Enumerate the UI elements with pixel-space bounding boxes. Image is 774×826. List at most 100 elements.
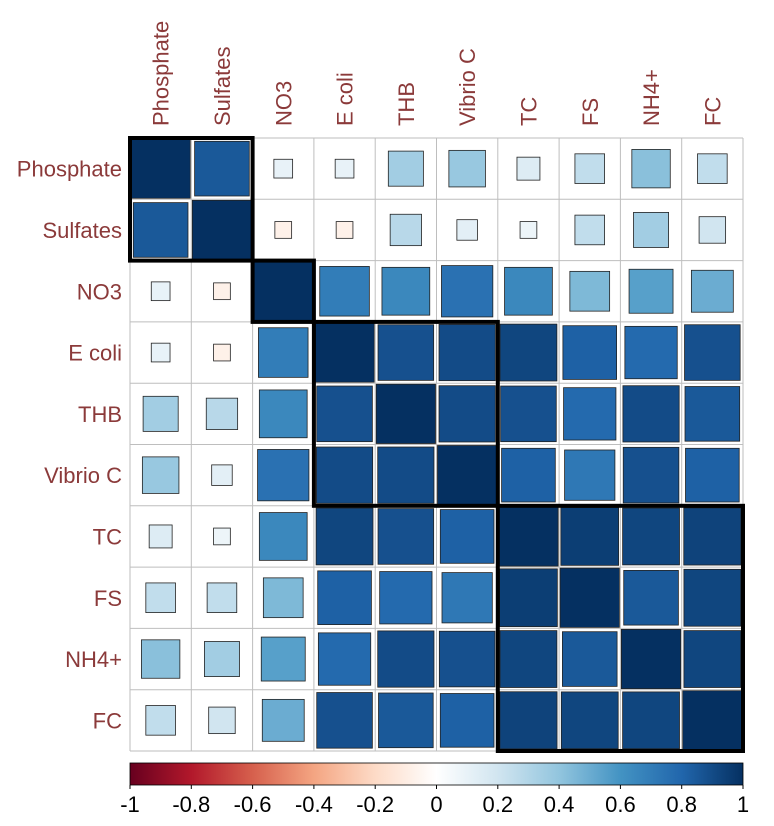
cell-thb-vibrio-c [438, 385, 496, 443]
cell-sulfates-no3 [274, 221, 293, 239]
colorbar-tick-label: 1 [737, 792, 749, 817]
cell-fc-phosphate [145, 705, 176, 736]
cell-fc-no3 [261, 698, 305, 742]
cell-thb-phosphate [142, 395, 179, 432]
cell-fs-thb [379, 571, 433, 625]
cell-e-coli-thb [377, 324, 435, 381]
colorbar-tick-label: -1 [120, 792, 140, 817]
colorbar-tick-label: -0.2 [356, 792, 394, 817]
row-label-thb: THB [78, 402, 122, 427]
col-label-sulfates: Sulfates [210, 46, 235, 126]
cell-phosphate-fs [574, 153, 605, 184]
colorbar-tick-label: 0.6 [605, 792, 636, 817]
cell-sulfates-nh4 [633, 212, 669, 248]
cell-fs-nh4 [623, 570, 679, 626]
cell-tc-tc [498, 506, 559, 567]
cell-fc-e-coli [316, 692, 373, 749]
cell-tc-phosphate [148, 524, 173, 549]
cell-no3-phosphate [150, 281, 171, 302]
cell-thb-tc [500, 385, 557, 443]
cell-vibrio-c-thb [377, 446, 435, 504]
cell-vibrio-c-fc [685, 447, 740, 503]
cell-no3-tc [504, 266, 553, 316]
cell-sulfates-phosphate [132, 202, 189, 258]
cell-fs-e-coli [317, 570, 372, 625]
cell-no3-thb [381, 266, 431, 316]
cell-sulfates-sulfates [191, 199, 253, 261]
cluster-box-1 [128, 136, 255, 263]
colorbar: -1 -0.8 -0.6 -0.4 -0.2 0 0.2 0.4 0.6 0.8 1 [120, 762, 749, 817]
row-label-tc: TC [93, 524, 122, 549]
cell-e-coli-e-coli [314, 322, 375, 383]
col-label-thb: THB [394, 82, 419, 126]
cell-e-coli-tc [499, 323, 558, 382]
cell-fs-fc [683, 568, 742, 627]
row-label-no3: NO3 [77, 279, 122, 304]
column-labels: Phosphate Sulfates NO3 E coli THB Vibrio C TC F… [149, 21, 726, 126]
cell-fc-fc [682, 690, 743, 751]
cell-nh4-vibrio-c [438, 630, 496, 688]
cluster-box-4 [495, 503, 745, 753]
row-label-nh4: NH4+ [65, 647, 122, 672]
colorbar-tick-label: 0.4 [544, 792, 575, 817]
row-label-fs: FS [94, 586, 122, 611]
col-label-fc: FC [700, 97, 725, 126]
cell-fc-fs [560, 691, 619, 750]
cell-no3-fs [569, 270, 611, 312]
cell-vibrio-c-vibrio-c [437, 445, 498, 506]
row-label-sulfates: Sulfates [43, 218, 123, 243]
cell-tc-fs [560, 507, 620, 566]
cell-layer [130, 138, 743, 751]
cell-nh4-tc [499, 630, 558, 688]
colorbar-tick-label: 0.8 [666, 792, 697, 817]
cell-vibrio-c-no3 [257, 449, 310, 502]
cell-vibrio-c-fs [564, 449, 616, 501]
row-label-e-coli: E coli [68, 341, 122, 366]
cell-sulfates-e-coli [335, 221, 354, 239]
cell-nh4-fc [683, 630, 742, 688]
cell-tc-e-coli [315, 507, 374, 566]
cell-e-coli-sulfates [213, 343, 231, 362]
cell-phosphate-sulfates [194, 140, 250, 197]
colorbar-tick-label: -0.6 [234, 792, 272, 817]
cell-fc-thb [378, 692, 434, 749]
cell-fs-phosphate [145, 582, 176, 613]
cell-vibrio-c-sulfates [211, 464, 233, 486]
cell-vibrio-c-phosphate [141, 456, 180, 494]
cell-no3-vibrio-c [441, 265, 494, 318]
cell-no3-fc [690, 269, 734, 313]
cell-e-coli-nh4 [624, 325, 678, 380]
col-label-no3: NO3 [271, 81, 296, 126]
cell-fc-vibrio-c [439, 693, 495, 748]
cell-thb-thb [375, 383, 436, 444]
cell-vibrio-c-e-coli [316, 446, 374, 504]
row-label-vibrio-c: Vibrio C [44, 463, 122, 488]
cell-fs-sulfates [206, 582, 238, 613]
cell-phosphate-tc [516, 156, 541, 181]
colorbar-gradient [129, 762, 744, 786]
cell-phosphate-fc [697, 153, 728, 184]
colorbar-tick-label: -0.4 [295, 792, 333, 817]
cell-tc-thb [377, 508, 435, 565]
cell-tc-sulfates [213, 527, 231, 546]
cell-fc-tc [499, 691, 558, 750]
cell-nh4-fs [562, 631, 618, 687]
cell-fs-fs [559, 567, 620, 628]
cell-tc-no3 [258, 512, 308, 561]
cell-sulfates-vibrio-c [456, 219, 478, 241]
cell-phosphate-no3 [273, 158, 294, 179]
cell-nh4-no3 [260, 636, 306, 682]
row-labels: Phosphate Sulfates NO3 E coli THB Vibrio C TC F… [17, 157, 122, 734]
cell-sulfates-tc [519, 221, 538, 239]
cell-fc-sulfates [208, 706, 236, 735]
colorbar-tick-label: 0 [430, 792, 442, 817]
colorbar-tick-label: -0.8 [172, 792, 210, 817]
cell-nh4-nh4 [621, 629, 682, 690]
cell-fc-nh4 [622, 691, 680, 750]
row-label-phosphate: Phosphate [17, 157, 122, 182]
cell-fs-vibrio-c [441, 572, 493, 624]
col-label-e-coli: E coli [333, 72, 358, 126]
cell-phosphate-nh4 [631, 149, 671, 189]
col-label-phosphate: Phosphate [149, 21, 174, 126]
